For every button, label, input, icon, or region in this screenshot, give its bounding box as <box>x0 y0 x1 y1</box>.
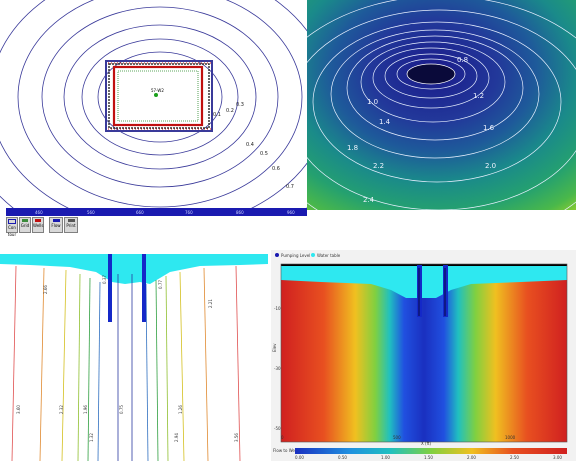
legend-water-swatch <box>311 253 315 257</box>
svg-text:0.7: 0.7 <box>286 184 294 190</box>
toolbar-button-grid[interactable]: Grid <box>19 217 31 233</box>
y-axis-label: Elev <box>272 343 277 352</box>
x-axis-ticks: 0 500 1000 <box>281 435 516 440</box>
contour-map-panel: 57-W2 0.1 0.2 0.3 0.4 0.5 0.6 0.7 460 56… <box>0 0 307 236</box>
svg-text:0.77: 0.77 <box>158 280 163 289</box>
drawdown-surface: 0.8 1.0 1.2 1.4 1.6 1.8 2.0 2.2 2.4 <box>307 0 576 210</box>
cross-section-contours: 3.60 2.66 2.32 1.96 1.32 0.75 0.37 0.77 … <box>0 254 268 461</box>
flow-cross-section: Pumping Level Water table -10 -30 -50 El… <box>271 250 576 460</box>
svg-text:2.4: 2.4 <box>363 196 375 204</box>
map-icon <box>8 219 16 224</box>
svg-text:0: 0 <box>281 435 284 440</box>
x-axis-bar <box>6 208 307 216</box>
print-icon <box>67 219 75 222</box>
svg-text:0.00: 0.00 <box>295 455 304 460</box>
svg-text:500: 500 <box>393 435 401 440</box>
potential-labels: 3.60 2.66 2.32 1.96 1.32 0.75 0.37 0.77 … <box>16 275 239 442</box>
contour-labels: 0.1 0.2 0.3 0.4 0.5 0.6 0.7 <box>213 102 294 190</box>
flow-field <box>281 272 567 442</box>
svg-text:3.60: 3.60 <box>16 405 21 414</box>
svg-text:660: 660 <box>136 210 144 215</box>
contour-map: 57-W2 0.1 0.2 0.3 0.4 0.5 0.6 0.7 460 56… <box>0 0 307 216</box>
right-well[interactable] <box>142 254 146 322</box>
svg-text:2.66: 2.66 <box>43 285 48 294</box>
svg-text:0.3: 0.3 <box>236 102 244 108</box>
svg-text:1.2: 1.2 <box>473 92 484 100</box>
svg-text:1.6: 1.6 <box>483 124 495 132</box>
well-marker[interactable] <box>154 93 158 97</box>
toolbar-button-contour[interactable]: Con tour <box>6 217 18 236</box>
svg-text:860: 860 <box>236 210 244 215</box>
svg-text:2.2: 2.2 <box>373 162 384 170</box>
toolbar-button-flow[interactable]: Flow <box>49 217 63 233</box>
svg-text:1.32: 1.32 <box>89 433 94 442</box>
svg-text:3.56: 3.56 <box>234 433 239 442</box>
svg-text:760: 760 <box>185 210 193 215</box>
water-body <box>0 254 268 284</box>
water-table-band <box>281 264 567 298</box>
svg-text:2.00: 2.00 <box>467 455 476 460</box>
legend-pumping-swatch <box>275 253 279 257</box>
svg-text:2.0: 2.0 <box>485 162 496 170</box>
legend-water-label: Water table <box>317 253 341 258</box>
y-axis-ticks: -10 -30 -50 <box>274 306 281 431</box>
svg-text:0.2: 0.2 <box>226 108 234 114</box>
svg-text:0.75: 0.75 <box>119 405 124 414</box>
svg-text:2.32: 2.32 <box>59 405 64 414</box>
svg-text:0.8: 0.8 <box>457 56 468 64</box>
svg-text:-10: -10 <box>274 306 281 311</box>
svg-text:1.50: 1.50 <box>424 455 433 460</box>
flow-cross-section-panel: Pumping Level Water table -10 -30 -50 El… <box>271 250 576 461</box>
left-well[interactable] <box>108 254 112 322</box>
svg-text:-50: -50 <box>274 426 281 431</box>
svg-text:960: 960 <box>287 210 295 215</box>
toolbar-button-print[interactable]: Print <box>64 217 78 233</box>
svg-text:0.50: 0.50 <box>338 455 347 460</box>
surface-contour-labels: 0.8 1.0 1.2 1.4 1.6 1.8 2.0 2.2 2.4 <box>347 56 496 204</box>
colorbar <box>295 448 567 454</box>
cross-section-contour-panel: 3.60 2.66 2.32 1.96 1.32 0.75 0.37 0.77 … <box>0 254 268 461</box>
svg-text:1.8: 1.8 <box>347 144 358 152</box>
svg-text:1000: 1000 <box>505 435 516 440</box>
layers-icon <box>35 219 41 222</box>
svg-text:0.6: 0.6 <box>272 166 280 172</box>
svg-text:0.1: 0.1 <box>213 112 221 118</box>
surface-contours <box>307 0 576 210</box>
svg-text:2.21: 2.21 <box>208 299 213 308</box>
svg-text:2.50: 2.50 <box>510 455 519 460</box>
legend-pumping-label: Pumping Level <box>281 253 310 258</box>
svg-text:0.5: 0.5 <box>260 151 268 157</box>
chart-icon <box>22 219 28 222</box>
x-axis-ticks: 460 560 660 760 860 960 <box>35 210 295 215</box>
colorbar-title: Flow to Well <box>273 448 297 453</box>
colorbar-ticks: 0.00 0.50 1.00 1.50 2.00 2.50 3.00 <box>295 455 562 460</box>
legend-icon <box>52 219 60 222</box>
svg-text:3.00: 3.00 <box>553 455 562 460</box>
svg-text:460: 460 <box>35 210 43 215</box>
x-axis-label: X (ft) <box>421 441 431 446</box>
svg-text:1.4: 1.4 <box>379 118 391 126</box>
contour-lines <box>0 0 307 208</box>
svg-text:1.96: 1.96 <box>83 405 88 414</box>
svg-text:-30: -30 <box>274 366 281 371</box>
drawdown-surface-panel: 0.8 1.0 1.2 1.4 1.6 1.8 2.0 2.2 2.4 <box>307 0 576 210</box>
svg-text:2.94: 2.94 <box>174 433 179 442</box>
svg-text:1.00: 1.00 <box>381 455 390 460</box>
svg-text:560: 560 <box>87 210 95 215</box>
svg-text:1.26: 1.26 <box>178 405 183 414</box>
potential-lines <box>11 265 241 461</box>
svg-text:1.0: 1.0 <box>367 98 378 106</box>
toolbar-button-wells[interactable]: Wells <box>32 217 44 233</box>
svg-text:0.37: 0.37 <box>102 275 107 284</box>
svg-text:0.4: 0.4 <box>246 142 254 148</box>
well-label: 57-W2 <box>151 88 164 93</box>
